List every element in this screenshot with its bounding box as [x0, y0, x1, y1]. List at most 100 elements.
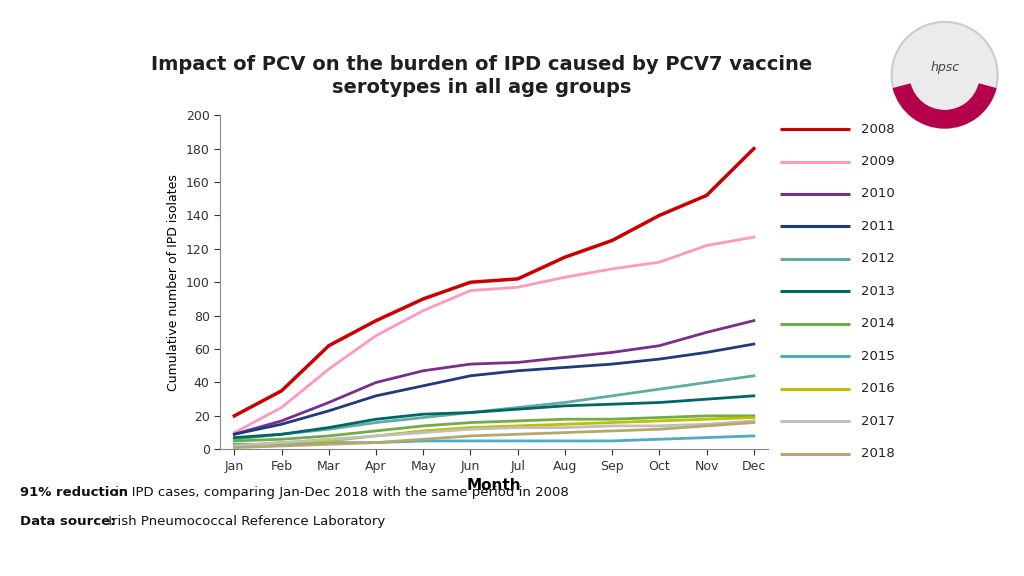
Line: 2014: 2014	[234, 416, 754, 441]
2013	[417, 411, 429, 418]
2017	[417, 429, 429, 436]
Text: 2009: 2009	[861, 155, 895, 168]
2008	[606, 237, 618, 244]
2011	[275, 420, 288, 427]
2017	[559, 424, 571, 431]
Line: 2008: 2008	[234, 149, 754, 416]
2017	[653, 422, 666, 429]
2010	[228, 431, 241, 438]
2018	[512, 431, 524, 438]
2009	[464, 287, 476, 294]
2010	[700, 329, 713, 336]
2009	[606, 266, 618, 272]
2009	[512, 284, 524, 291]
Text: Irish Pneumococcal Reference Laboratory: Irish Pneumococcal Reference Laboratory	[104, 515, 385, 528]
2015	[512, 438, 524, 445]
2009	[370, 332, 382, 339]
2008	[700, 192, 713, 199]
2008	[748, 145, 760, 152]
2018	[228, 444, 241, 451]
2014	[228, 438, 241, 445]
2013	[653, 399, 666, 406]
Line: 2018: 2018	[234, 423, 754, 448]
X-axis label: Month: Month	[467, 478, 521, 493]
2011	[323, 407, 335, 414]
2012	[559, 399, 571, 406]
2018	[606, 427, 618, 434]
2016	[228, 442, 241, 449]
2010	[417, 367, 429, 374]
2013	[323, 424, 335, 431]
2010	[512, 359, 524, 366]
2009	[653, 259, 666, 266]
2013	[512, 406, 524, 412]
2012	[228, 436, 241, 443]
Wedge shape	[894, 84, 995, 128]
2016	[370, 433, 382, 439]
2017	[700, 420, 713, 427]
2010	[370, 379, 382, 386]
2013	[748, 392, 760, 399]
Text: Impact of PCV on the burden of IPD caused by PCV7 vaccine
serotypes in all age g: Impact of PCV on the burden of IPD cause…	[151, 55, 812, 97]
Text: 2018: 2018	[861, 448, 895, 460]
2011	[228, 431, 241, 438]
Line: 2012: 2012	[234, 376, 754, 439]
2016	[275, 439, 288, 446]
Text: Data source:: Data source:	[20, 515, 116, 528]
2017	[228, 442, 241, 449]
2012	[275, 431, 288, 438]
2008	[228, 412, 241, 419]
2013	[370, 416, 382, 423]
Text: 2014: 2014	[861, 317, 895, 331]
2012	[606, 392, 618, 399]
2017	[323, 436, 335, 443]
2010	[748, 317, 760, 324]
2017	[464, 426, 476, 433]
2011	[370, 392, 382, 399]
2009	[275, 404, 288, 411]
2013	[275, 431, 288, 438]
2009	[323, 366, 335, 373]
2016	[700, 416, 713, 423]
2014	[275, 436, 288, 443]
Y-axis label: Cumulative number of IPD isolates: Cumulative number of IPD isolates	[167, 174, 180, 391]
2015	[228, 441, 241, 448]
Line: 2015: 2015	[234, 436, 754, 444]
2009	[748, 234, 760, 241]
2015	[559, 438, 571, 445]
2009	[559, 274, 571, 281]
2008	[370, 317, 382, 324]
Line: 2009: 2009	[234, 237, 754, 433]
2013	[559, 403, 571, 410]
2017	[275, 439, 288, 446]
2018	[748, 419, 760, 426]
2011	[464, 372, 476, 379]
2010	[559, 354, 571, 361]
2016	[512, 422, 524, 429]
2008	[464, 279, 476, 286]
2012	[464, 409, 476, 416]
2012	[653, 386, 666, 393]
Text: 2017: 2017	[861, 415, 895, 428]
2012	[417, 414, 429, 421]
2012	[748, 372, 760, 379]
2008	[323, 342, 335, 349]
Text: 2012: 2012	[861, 252, 895, 266]
2009	[417, 307, 429, 314]
2008	[512, 275, 524, 282]
2009	[228, 429, 241, 436]
2011	[512, 367, 524, 374]
2008	[559, 254, 571, 261]
2015	[653, 436, 666, 443]
Line: 2011: 2011	[234, 344, 754, 434]
Line: 2010: 2010	[234, 321, 754, 434]
Text: 2013: 2013	[861, 285, 895, 298]
2017	[748, 418, 760, 425]
2018	[464, 433, 476, 439]
2010	[653, 342, 666, 349]
Circle shape	[892, 22, 997, 128]
2015	[700, 434, 713, 441]
2009	[700, 242, 713, 249]
2010	[323, 399, 335, 406]
2015	[464, 438, 476, 445]
